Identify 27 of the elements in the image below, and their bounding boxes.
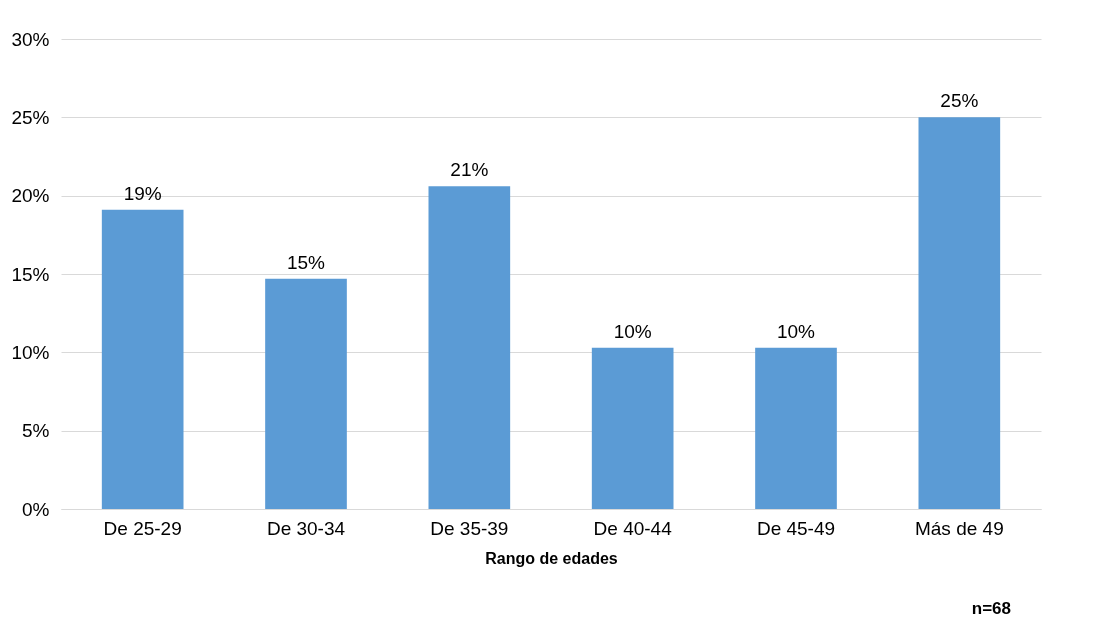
data-label: 25%	[940, 90, 979, 112]
y-tick-label: 0%	[22, 498, 50, 520]
x-tick-label: De 35-39	[430, 517, 509, 539]
bar	[265, 278, 347, 509]
data-label: 10%	[776, 320, 816, 342]
y-tick-label: 30%	[11, 28, 50, 50]
x-tick-label: De 25-29	[103, 517, 182, 539]
data-label: 19%	[123, 182, 162, 204]
data-label: 10%	[613, 320, 652, 342]
x-tick-label: Más de 49	[914, 517, 1004, 539]
y-tick-label: 20%	[11, 185, 50, 207]
data-label: 15%	[286, 251, 326, 273]
y-tick-label: 15%	[11, 263, 50, 285]
bar	[918, 117, 1001, 509]
bar	[428, 186, 511, 509]
y-tick-label: 25%	[11, 106, 50, 128]
bar	[755, 347, 837, 509]
x-tick-label: De 40-44	[593, 517, 673, 539]
x-tick-label: De 30-34	[266, 517, 346, 539]
y-tick-label: 10%	[11, 341, 50, 363]
bar	[101, 209, 184, 509]
y-tick-label: 5%	[22, 420, 50, 442]
text: n=68	[971, 599, 1011, 618]
x-axis-title: Rango de edades	[485, 549, 618, 567]
data-label: 21%	[450, 159, 489, 181]
x-tick-label: De 45-49	[756, 517, 836, 539]
bar	[591, 347, 674, 509]
